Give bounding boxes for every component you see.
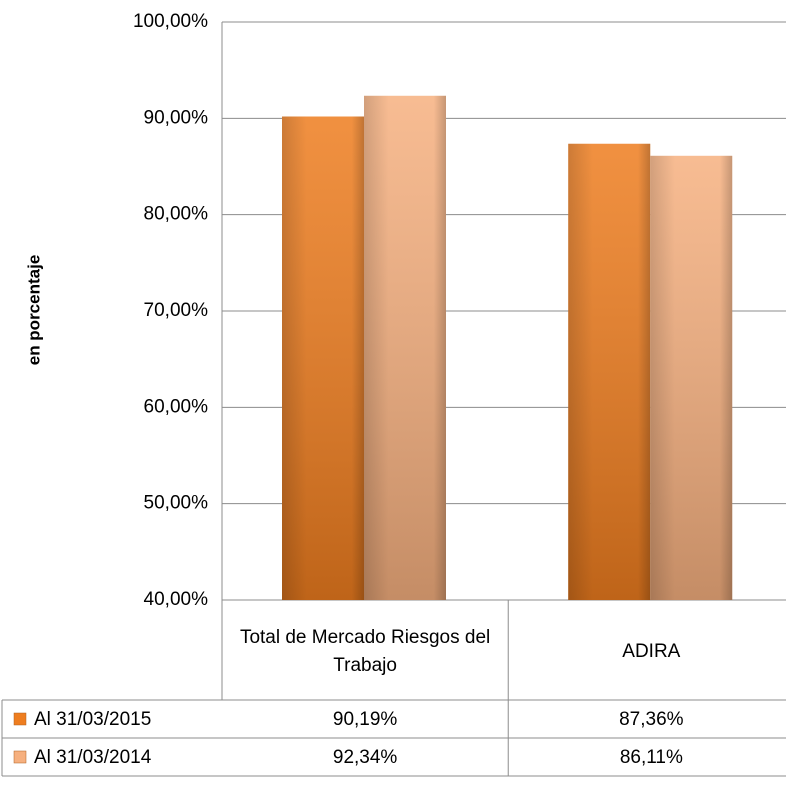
bar-shade [282, 116, 364, 601]
y-tick-label: 90,00% [144, 107, 209, 128]
bar-shade [364, 95, 446, 601]
y-tick-label: 80,00% [144, 204, 209, 225]
y-axis-title: en porcentaje [24, 255, 43, 366]
bar-shade [568, 143, 651, 601]
value-label: 86,11% [620, 747, 683, 768]
legend-label: Al 31/03/2015 [34, 709, 151, 730]
legend-marker [13, 750, 27, 764]
y-tick-label: 50,00% [144, 493, 209, 514]
value-label: 92,34% [333, 747, 398, 768]
category-cell: ADIRA [622, 641, 681, 662]
y-tick-label: 100,00% [133, 11, 208, 32]
x-tick-label: Total de Mercado Riesgos del Trabajo [239, 627, 491, 676]
y-tick-label: 60,00% [144, 396, 209, 417]
y-tick-label: 40,00% [144, 589, 209, 610]
y-tick-label: 70,00% [144, 300, 209, 321]
x-tick-label: ADIRA [622, 641, 681, 662]
legend-label: Al 31/03/2014 [34, 747, 152, 768]
value-label: 90,19% [333, 709, 398, 730]
legend-marker [13, 712, 27, 726]
bar-shade [650, 155, 733, 600]
value-label: 87,36% [619, 709, 684, 730]
category-cell: Total de Mercado Riesgos del Trabajo [239, 627, 491, 676]
